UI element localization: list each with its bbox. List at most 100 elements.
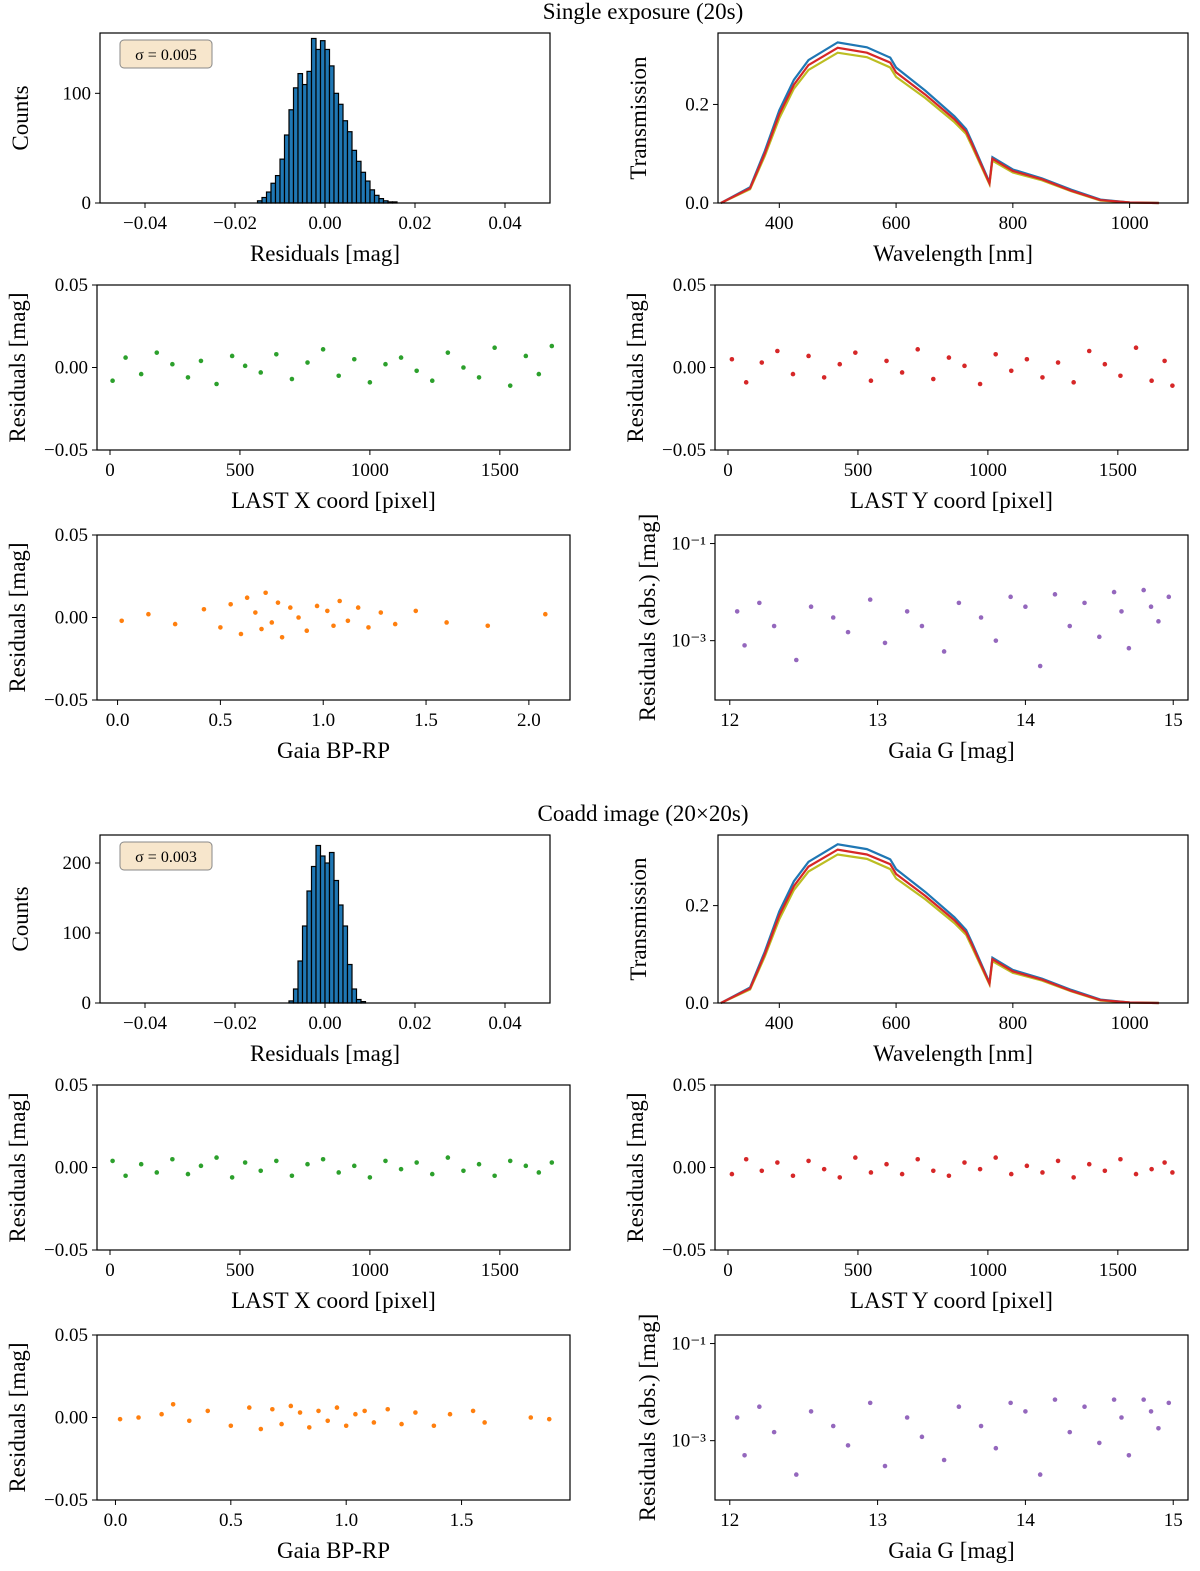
- x-tick-label: 0: [723, 460, 733, 481]
- hist-bar: [360, 171, 367, 204]
- hist-bar: [319, 40, 326, 204]
- x-tick-label: −0.02: [213, 213, 257, 234]
- x-axis-label: Gaia BP-RP: [277, 1538, 390, 1563]
- point: [536, 1170, 542, 1175]
- hist-bar: [328, 65, 335, 204]
- x-tick-label: 0.00: [308, 213, 341, 234]
- x-axis-label: Residuals [mag]: [250, 1041, 400, 1066]
- point: [946, 1173, 952, 1179]
- x-axis-label: Wavelength [nm]: [873, 241, 1033, 266]
- point: [993, 1445, 999, 1451]
- point: [398, 1166, 404, 1172]
- point: [336, 373, 341, 379]
- x-tick-label: 0: [723, 1260, 733, 1281]
- point: [275, 600, 281, 605]
- point: [414, 368, 419, 374]
- point: [528, 1415, 534, 1420]
- point: [729, 356, 735, 362]
- point: [170, 1156, 175, 1162]
- point: [218, 625, 223, 630]
- axes-frame: [96, 284, 571, 451]
- point: [214, 1155, 219, 1160]
- point: [899, 370, 905, 375]
- point: [1119, 1415, 1124, 1420]
- point: [1133, 1171, 1139, 1177]
- point: [743, 1156, 749, 1162]
- hist-bar: [328, 851, 335, 1004]
- point: [808, 1409, 814, 1414]
- point: [1156, 1425, 1161, 1431]
- x-tick-label: 2.0: [517, 710, 541, 731]
- y-axis-label: Residuals (abs.) [mag]: [635, 1314, 660, 1522]
- point: [274, 352, 279, 357]
- point: [205, 1408, 211, 1414]
- point: [314, 603, 320, 609]
- point: [343, 1423, 349, 1429]
- point: [830, 615, 836, 620]
- point: [1023, 604, 1028, 610]
- y-tick-label: −0.05: [44, 690, 88, 711]
- point: [931, 376, 936, 382]
- point: [759, 1168, 765, 1174]
- point: [288, 1403, 294, 1409]
- hist-bar: [337, 904, 344, 1004]
- point: [821, 1166, 827, 1172]
- x-tick-label: 0.0: [106, 710, 130, 731]
- point: [485, 623, 491, 629]
- point: [198, 358, 204, 364]
- point: [154, 1170, 160, 1175]
- y-tick-label: 0.00: [673, 1158, 706, 1179]
- x-tick-label: 0.04: [488, 1013, 522, 1034]
- hist-bar: [324, 48, 331, 204]
- point: [867, 597, 873, 602]
- point: [1082, 1404, 1087, 1410]
- hist-bar: [283, 134, 290, 204]
- point: [399, 1421, 404, 1427]
- point: [882, 640, 888, 646]
- point: [904, 609, 910, 614]
- point: [1149, 378, 1154, 384]
- x-axis-label: LAST Y coord [pixel]: [850, 488, 1053, 513]
- point: [345, 618, 351, 624]
- point: [962, 1160, 967, 1165]
- point: [1111, 589, 1117, 595]
- point: [337, 598, 342, 604]
- y-tick-label: 10⁻¹: [671, 1334, 706, 1355]
- point: [549, 1160, 555, 1165]
- hist-bar: [333, 879, 340, 1004]
- point: [413, 1410, 418, 1415]
- annotation: σ = 0.003: [135, 849, 197, 866]
- point: [461, 365, 466, 370]
- point: [978, 1423, 984, 1429]
- point: [445, 350, 451, 355]
- hist-bar: [333, 92, 340, 204]
- y-tick-label: 0.2: [685, 94, 709, 115]
- point: [413, 608, 419, 614]
- point: [383, 361, 388, 367]
- point: [238, 631, 244, 637]
- point: [1111, 1397, 1117, 1402]
- axes-frame: [714, 284, 1189, 451]
- y-tick-label: −0.05: [44, 440, 88, 461]
- x-tick-label: 0.02: [398, 213, 431, 234]
- point: [228, 602, 233, 607]
- y-tick-label: 0.05: [55, 1075, 88, 1096]
- point: [1052, 592, 1058, 597]
- point: [946, 355, 952, 360]
- point: [385, 1406, 391, 1412]
- y-axis-label: Counts: [8, 886, 33, 951]
- point: [1082, 600, 1087, 606]
- point: [246, 1405, 252, 1410]
- point: [884, 358, 889, 364]
- y-tick-label: 0.00: [55, 1408, 88, 1429]
- point: [734, 1415, 740, 1420]
- point: [146, 611, 151, 617]
- transmission-line: [720, 843, 1159, 1005]
- point: [882, 1463, 888, 1469]
- hist-bar: [315, 48, 322, 204]
- point: [757, 1404, 762, 1410]
- hist-bar: [292, 87, 299, 204]
- point: [242, 363, 248, 369]
- x-tick-label: −0.02: [213, 1013, 257, 1034]
- point: [1008, 1400, 1013, 1406]
